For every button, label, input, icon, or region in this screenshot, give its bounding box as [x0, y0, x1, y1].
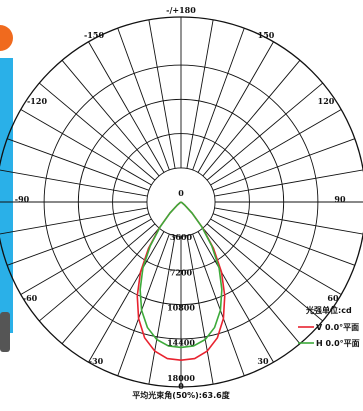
angle-label: 150	[258, 30, 275, 40]
grid-spoke	[20, 109, 152, 186]
grid-spoke	[214, 207, 363, 235]
angle-label: -30	[89, 356, 104, 366]
grid-spoke	[210, 218, 342, 295]
grid-spoke	[186, 19, 214, 169]
angle-label: -150	[84, 30, 104, 40]
grid-spoke	[192, 233, 245, 376]
angle-label: 30	[257, 356, 269, 366]
series-curve-h-plane	[139, 201, 223, 349]
grid-spoke	[214, 169, 363, 197]
grid-spoke	[0, 207, 148, 235]
radial-tick-label: 3600	[170, 232, 193, 242]
grid-spoke	[206, 223, 324, 322]
grid-spoke	[212, 138, 355, 191]
legend: 光强单位:cd V 0.0°平面 H 0.0°平面	[298, 305, 360, 348]
legend-h-label: H 0.0°平面	[316, 339, 360, 348]
grid-spoke	[0, 169, 148, 197]
angle-label: 60	[327, 293, 339, 303]
radial-tick-label: 10800	[167, 302, 195, 312]
grid-spoke	[7, 213, 150, 266]
grid-spoke	[88, 231, 165, 363]
center-zero-label: 0	[178, 188, 184, 198]
grid-spoke	[148, 235, 176, 385]
grid-spoke	[148, 19, 176, 169]
label-layer: -/+180 -150 150 -120 120 -90 90 -60 60 -30 30 0 0 360…	[15, 5, 346, 391]
grid-spoke	[117, 233, 170, 376]
angle-label: -120	[27, 96, 47, 106]
grid-spoke	[210, 109, 342, 186]
grid-spoke	[192, 28, 245, 171]
grid-spoke	[202, 59, 301, 177]
grid-spoke	[38, 82, 156, 181]
unit-label: 光强单位:cd	[305, 305, 352, 315]
grid-spoke	[61, 59, 160, 177]
grid-spoke	[197, 231, 274, 363]
grid-spoke	[202, 227, 301, 345]
radial-tick-label: 14400	[167, 338, 195, 348]
radial-tick-label: 7200	[170, 267, 193, 277]
angle-label: -90	[15, 194, 30, 204]
grid-spoke	[212, 213, 355, 266]
angle-label: 120	[318, 96, 335, 106]
legend-v-label: V 0.0°平面	[316, 323, 359, 332]
grid-spoke	[117, 28, 170, 171]
angle-label: 0	[178, 381, 184, 391]
polar-grid	[0, 16, 363, 388]
angle-label: -60	[23, 293, 38, 303]
grid-spoke	[7, 138, 150, 191]
beam-angle-label: 平均光束角(50%):63.6度	[132, 390, 230, 400]
grid-spoke	[88, 41, 165, 173]
grid-spoke	[206, 82, 324, 181]
series-layer	[136, 201, 226, 361]
grid-spoke	[20, 218, 152, 295]
grid-spoke	[197, 41, 274, 173]
grid-spoke	[186, 235, 214, 385]
radial-tick-label: 18000	[167, 373, 195, 383]
angle-label: -/+180	[166, 5, 196, 15]
angle-label: 90	[334, 194, 346, 204]
grid-spoke	[38, 223, 156, 322]
grid-spoke	[61, 227, 160, 345]
